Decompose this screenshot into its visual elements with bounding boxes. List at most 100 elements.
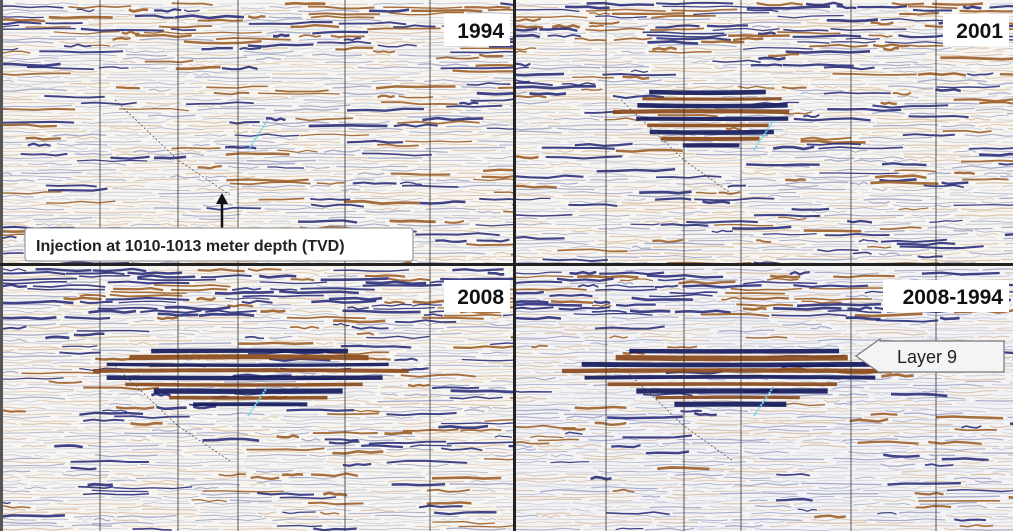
reflector	[612, 13, 685, 14]
reflector	[575, 407, 627, 409]
reflector	[83, 4, 163, 5]
reflector	[329, 298, 382, 300]
reflector	[953, 230, 973, 231]
reflector	[408, 385, 429, 386]
reflector	[696, 193, 717, 194]
panel-content	[511, 0, 1013, 264]
amplitude-band	[562, 370, 881, 371]
reflector	[0, 410, 26, 411]
reflector	[932, 4, 983, 5]
reflector	[477, 240, 510, 242]
reflector	[701, 41, 744, 42]
amplitude-band	[107, 364, 389, 365]
amplitude-band	[616, 358, 848, 359]
reflector	[631, 224, 660, 225]
reflector	[405, 253, 485, 254]
reflector	[167, 424, 214, 425]
reflector	[0, 109, 75, 110]
reflector	[101, 180, 126, 181]
reflector	[742, 298, 789, 299]
reflector	[488, 273, 505, 274]
reflector	[954, 173, 974, 174]
reflector	[850, 419, 889, 421]
reflector	[323, 493, 347, 495]
reflector	[157, 317, 178, 319]
reflector	[124, 433, 193, 434]
reflector	[129, 341, 192, 342]
reflector	[594, 302, 610, 304]
reflector	[729, 471, 787, 472]
reflector	[466, 244, 519, 245]
reflector	[365, 276, 405, 277]
reflector	[373, 51, 395, 53]
reflector	[202, 48, 233, 49]
amplitude-band	[650, 132, 774, 133]
reflector	[158, 494, 197, 495]
reflector	[25, 27, 71, 28]
reflector	[577, 276, 638, 277]
reflector	[751, 65, 782, 66]
reflector	[303, 163, 377, 164]
reflector	[657, 468, 709, 470]
reflector	[368, 158, 423, 159]
reflector	[142, 375, 225, 376]
reflector	[529, 94, 566, 95]
reflector	[0, 28, 76, 29]
reflector	[0, 515, 65, 517]
reflector	[963, 7, 981, 9]
reflector	[427, 502, 472, 503]
reflector	[45, 337, 69, 338]
reflector	[910, 113, 935, 114]
reflector	[773, 308, 841, 310]
amplitude-band	[649, 92, 766, 93]
reflector	[663, 102, 746, 103]
reflector	[139, 177, 166, 178]
reflector	[145, 60, 194, 62]
reflector	[954, 519, 986, 520]
reflector	[187, 317, 251, 318]
reflector	[151, 394, 170, 396]
reflector	[38, 360, 91, 361]
reflector	[610, 480, 628, 481]
amplitude-band	[613, 111, 789, 112]
reflector	[876, 320, 938, 322]
reflector	[390, 221, 436, 222]
amplitude-band	[129, 357, 368, 358]
reflector	[564, 414, 646, 415]
reflector	[464, 7, 510, 8]
panel-label: 2008-1994	[903, 286, 1004, 309]
reflector	[655, 198, 691, 199]
reflector	[857, 6, 907, 7]
reflector	[225, 147, 256, 148]
reflector	[675, 311, 731, 313]
reflector	[62, 344, 128, 345]
reflector	[414, 212, 470, 213]
reflector	[378, 96, 395, 98]
reflector	[248, 16, 265, 17]
reflector	[962, 179, 1008, 180]
reflector	[116, 87, 140, 88]
reflector	[441, 67, 524, 68]
reflector	[677, 439, 715, 440]
reflector	[208, 10, 290, 11]
reflector	[320, 145, 372, 146]
reflector	[215, 292, 274, 294]
panel-label: 2001	[956, 20, 1003, 43]
reflector	[774, 13, 849, 14]
panel-label: 2008	[457, 286, 504, 309]
amplitude-band	[582, 364, 875, 365]
reflector	[668, 343, 734, 344]
amplitude-band	[93, 370, 409, 371]
reflector	[313, 529, 357, 531]
reflector	[909, 45, 944, 46]
reflector	[792, 209, 829, 210]
reflector	[686, 221, 758, 223]
reflector	[776, 499, 813, 500]
reflector	[565, 7, 610, 9]
reflector	[725, 293, 785, 294]
reflector	[226, 180, 308, 182]
reflector	[436, 57, 479, 58]
reflector	[272, 74, 327, 75]
reflector	[279, 291, 359, 293]
